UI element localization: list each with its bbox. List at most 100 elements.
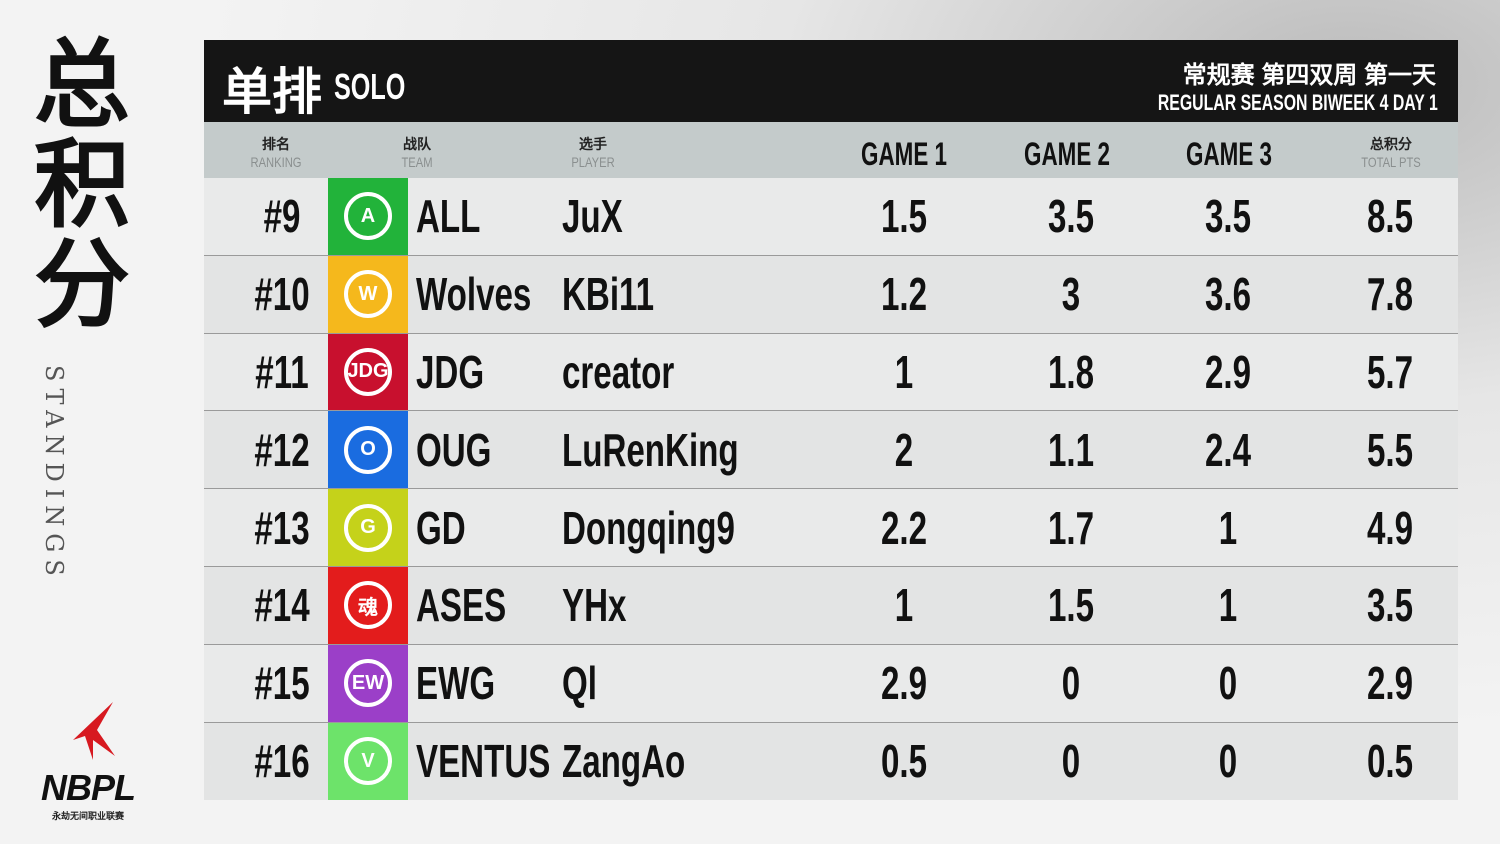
total-points: 0.5 <box>1366 735 1414 788</box>
col-label-en: TEAM <box>401 154 433 170</box>
game2-score: 3.5 <box>1047 190 1095 243</box>
team-logo-glyph: G <box>344 503 392 552</box>
rank: #9 <box>263 190 301 243</box>
game3-score: 0 <box>1218 735 1238 788</box>
rank: #13 <box>254 501 310 554</box>
table-row: #14 魂 ASES YHx 1 1.5 1 3.5 <box>204 566 1458 645</box>
col-ranking: 排名 RANKING <box>244 134 308 170</box>
team-logo-glyph: EW <box>344 659 392 708</box>
team-logo-icon: V <box>328 722 408 801</box>
total-points: 5.7 <box>1366 345 1414 398</box>
game1-score: 1.2 <box>880 268 928 321</box>
game2-score: 1.7 <box>1047 501 1095 554</box>
team-name: GD <box>416 501 466 554</box>
team-logo-glyph: 魂 <box>344 581 392 630</box>
mode-title-en: SOLO <box>334 66 406 107</box>
game1-score: 2.2 <box>880 501 928 554</box>
team-name: ASES <box>416 579 507 632</box>
standings-table: #9 A ALL JuX 1.5 3.5 3.5 8.5 #10 W Wolve… <box>204 178 1458 801</box>
game3-score: 1 <box>1218 579 1238 632</box>
game3-score: 2.4 <box>1204 423 1252 476</box>
game3-score: 2.9 <box>1204 345 1252 398</box>
table-row: #9 A ALL JuX 1.5 3.5 3.5 8.5 <box>204 178 1458 256</box>
nbpl-blade-icon <box>73 702 115 760</box>
mode-title-cn: 单排 <box>222 64 322 120</box>
col-total: 总积分 TOTAL PTS <box>1354 134 1428 170</box>
title-char: 总 <box>34 32 130 139</box>
game2-score: 0 <box>1061 735 1081 788</box>
rank: #15 <box>254 657 310 710</box>
total-points: 3.5 <box>1366 579 1414 632</box>
logo-text: NBPL <box>41 767 136 808</box>
game1-score: 1.5 <box>880 190 928 243</box>
rank: #10 <box>254 268 310 321</box>
team-logo-glyph: A <box>344 192 392 241</box>
team-name: EWG <box>416 657 496 710</box>
player-name: Dongqing9 <box>562 501 735 554</box>
total-points: 8.5 <box>1366 190 1414 243</box>
team-logo-icon: O <box>328 411 408 489</box>
player-name: LuRenKing <box>562 423 739 476</box>
game2-score: 1.1 <box>1047 423 1095 476</box>
side-title: 总 积 分 <box>30 36 134 336</box>
standings-panel: 单排 SOLO 常规赛 第四双周 第一天 REGULAR SEASON BIWE… <box>204 40 1458 804</box>
team-name: OUG <box>416 423 492 476</box>
col-label-cn: 战队 <box>402 136 431 152</box>
team-logo-icon: 魂 <box>328 566 408 644</box>
logo-subtitle: 永劫无间职业联赛 <box>51 811 124 821</box>
total-points: 7.8 <box>1366 268 1414 321</box>
col-label-cn: 排名 <box>261 136 290 152</box>
team-name: VENTUS <box>416 735 551 788</box>
col-label-cn: 总积分 <box>1370 136 1412 152</box>
column-headers: 排名 RANKING 战队 TEAM 选手 PLAYER GAME 1 GAME 2 … <box>204 122 1458 178</box>
game2-score: 1.8 <box>1047 345 1095 398</box>
nbpl-logo: NBPL 永劫无间职业联赛 <box>28 700 148 822</box>
col-team: 战队 TEAM <box>398 134 437 170</box>
team-logo-icon: W <box>328 255 408 333</box>
team-logo-glyph: W <box>344 270 392 319</box>
game1-score: 2 <box>894 423 914 476</box>
total-points: 5.5 <box>1366 423 1414 476</box>
team-name: Wolves <box>416 268 532 321</box>
total-points: 4.9 <box>1366 501 1414 554</box>
team-name: JDG <box>416 345 485 398</box>
event-title-cn: 常规赛 第四双周 第一天 <box>1182 62 1436 89</box>
col-label-en: TOTAL PTS <box>1361 154 1421 170</box>
player-name: ZangAo <box>562 735 686 788</box>
player-name: YHx <box>562 579 627 632</box>
team-logo-glyph: V <box>344 737 392 786</box>
table-row: #16 V VENTUS ZangAo 0.5 0 0 0.5 <box>204 722 1458 801</box>
game3-score: 1 <box>1218 501 1238 554</box>
col-label-cn: 选手 <box>579 136 607 152</box>
game2-score: 1.5 <box>1047 579 1095 632</box>
title-char: 积 <box>34 132 130 239</box>
team-logo-glyph: O <box>344 425 392 474</box>
table-row: #10 W Wolves KBi11 1.2 3 3.6 7.8 <box>204 255 1458 334</box>
game2-score: 3 <box>1061 268 1081 321</box>
table-row: #15 EW EWG Ql 2.9 0 0 2.9 <box>204 644 1458 723</box>
game3-score: 0 <box>1218 657 1238 710</box>
table-row: #13 G GD Dongqing9 2.2 1.7 1 4.9 <box>204 489 1458 567</box>
team-logo-glyph: JDG <box>344 347 392 396</box>
rank: #16 <box>254 735 310 788</box>
table-row: #11 JDG JDG creator 1 1.8 2.9 5.7 <box>204 333 1458 412</box>
game1-score: 1 <box>894 579 914 632</box>
team-logo-icon: G <box>328 489 408 566</box>
rank: #12 <box>254 423 310 476</box>
col-game3: GAME 3 <box>1186 136 1272 172</box>
col-game1: GAME 1 <box>861 136 947 172</box>
player-name: JuX <box>562 190 623 243</box>
col-game2: GAME 2 <box>1024 136 1110 172</box>
player-name: Ql <box>562 657 597 710</box>
table-row: #12 O OUG LuRenKing 2 1.1 2.4 5.5 <box>204 411 1458 490</box>
team-logo-icon: A <box>328 178 408 255</box>
col-label-en: RANKING <box>250 154 302 170</box>
team-logo-icon: JDG <box>328 333 408 411</box>
col-player: 选手 PLAYER <box>566 134 620 170</box>
panel-header: 单排 SOLO 常规赛 第四双周 第一天 REGULAR SEASON BIWE… <box>204 40 1458 122</box>
game3-score: 3.6 <box>1204 268 1252 321</box>
team-name: ALL <box>416 190 481 243</box>
title-char: 分 <box>34 232 130 339</box>
game1-score: 2.9 <box>880 657 928 710</box>
team-logo-icon: EW <box>328 644 408 722</box>
